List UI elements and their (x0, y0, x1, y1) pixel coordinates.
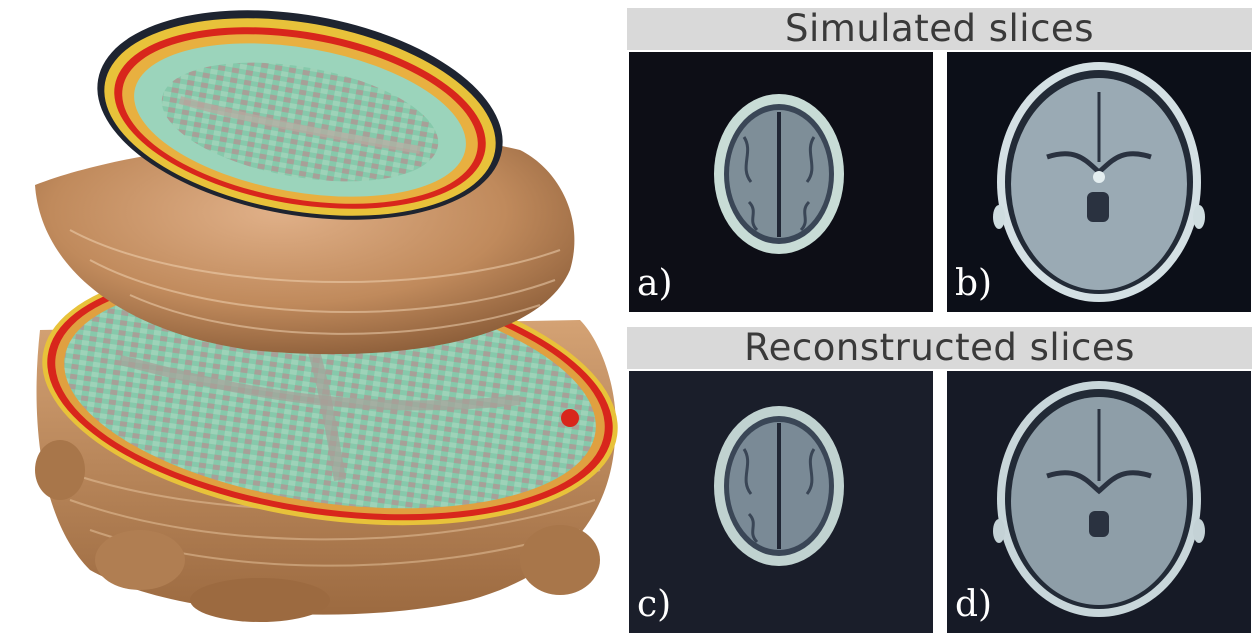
panel-a-simulated-slice: a) (629, 52, 933, 312)
brain-slice-image (714, 406, 844, 566)
brain-slice-image (714, 94, 844, 254)
panel-d-reconstructed-slice: d) (947, 371, 1251, 633)
brain-slice-image (993, 381, 1205, 617)
slices-area: Simulated slices a) (627, 0, 1252, 633)
panel-d-label: d) (955, 584, 993, 625)
panel-b-label: b) (955, 263, 993, 304)
3d-head-rendering (35, 10, 618, 622)
reconstructed-slices-header: Reconstructed slices (627, 327, 1252, 369)
panel-c-label: c) (637, 584, 672, 625)
brain-slice-image (993, 62, 1205, 302)
panel-a-label: a) (637, 263, 673, 304)
upper-head-cap (35, 10, 575, 355)
simulated-slices-header: Simulated slices (627, 8, 1252, 50)
panel-c-reconstructed-slice: c) (629, 371, 933, 633)
panel-b-simulated-slice: b) (947, 52, 1251, 312)
